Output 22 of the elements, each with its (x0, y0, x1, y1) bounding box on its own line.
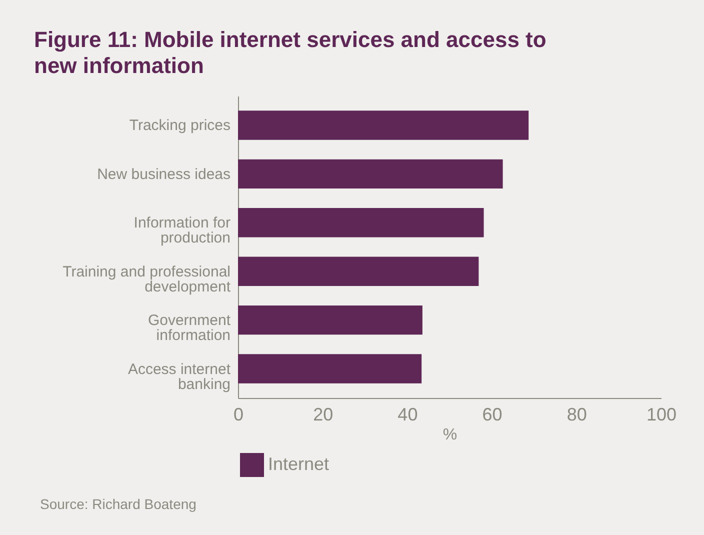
y-tick-label: Training and professional development (62, 263, 232, 296)
x-axis-title: % (442, 426, 458, 444)
bar (238, 354, 422, 384)
x-tick-label: 100 (646, 404, 677, 424)
bar (238, 256, 479, 286)
x-tick-label: 80 (566, 404, 587, 424)
x-tick-label: 40 (398, 404, 418, 424)
y-tick-label: Tracking prices (129, 117, 230, 134)
y-tick-label: Information for production (134, 214, 230, 247)
bar (238, 208, 484, 238)
legend-label: Internet (268, 454, 330, 474)
y-tick-label: Government information (148, 312, 232, 344)
x-tick-label: 20 (313, 404, 334, 424)
bar (238, 110, 529, 140)
x-tick-label: 60 (482, 404, 502, 424)
x-tick-label: 0 (233, 404, 244, 424)
source-note: Source: Richard Boateng (40, 496, 196, 512)
bar (238, 305, 422, 335)
y-tick-label: Access internet banking (128, 360, 232, 393)
y-tick-label: New business ideas (97, 166, 230, 183)
bar (238, 159, 503, 189)
chart-title: Figure 11: Mobile internet services and access to new information (34, 27, 546, 78)
